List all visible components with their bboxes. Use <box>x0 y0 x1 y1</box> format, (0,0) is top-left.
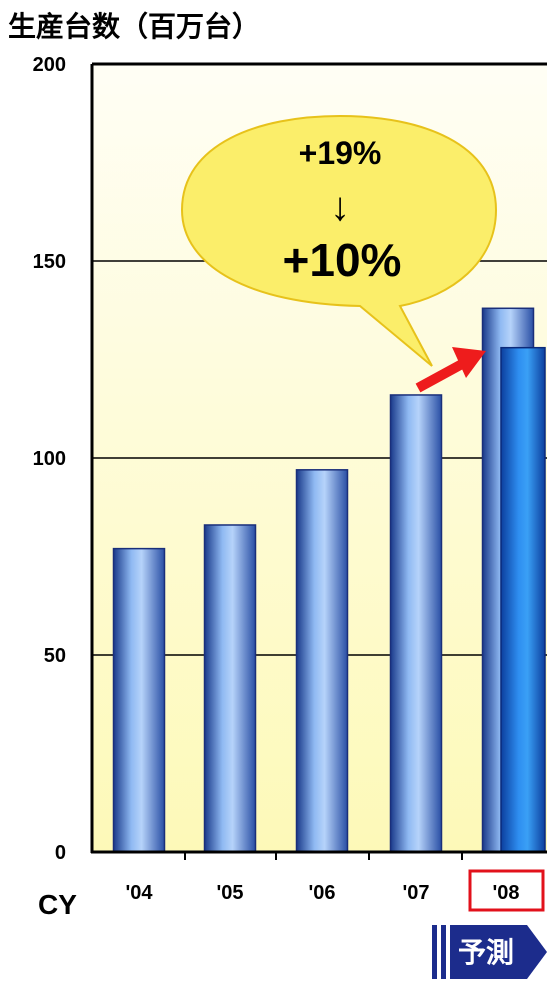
bar-08-revised <box>500 346 546 853</box>
forecast-label: 予測 <box>458 936 514 969</box>
chart-title: 生産台数（百万台） <box>8 10 260 43</box>
callout-bubble: +19% ↓ +10% <box>180 114 498 367</box>
bubble-old-rate: +19% <box>299 135 382 171</box>
x-axis-tick-marks <box>184 852 463 860</box>
bar-05 <box>203 524 257 853</box>
y-tick-label: 150 <box>33 251 66 273</box>
y-tick-label: 50 <box>44 645 66 667</box>
bubble-arrow: ↓ <box>330 185 350 229</box>
y-axis-ticks: 0 50 100 150 200 <box>33 54 66 864</box>
revision-arrow-icon <box>415 347 486 393</box>
y-tick-label: 0 <box>55 842 66 864</box>
x-axis-labels: '04 '05 '06 '07 '08 <box>125 882 519 904</box>
forecast-badge: 予測 <box>432 925 547 979</box>
bar-06 <box>295 469 349 853</box>
bar-07 <box>389 394 443 853</box>
bubble-new-rate: +10% <box>283 234 402 286</box>
x-axis-title: CY <box>38 889 77 920</box>
x-tick-label: '04 <box>125 882 153 904</box>
y-tick-label: 200 <box>33 54 66 76</box>
x-tick-label: '05 <box>216 882 243 904</box>
bar-layer <box>112 307 546 853</box>
bar-04 <box>112 547 166 853</box>
x-tick-label: '06 <box>308 882 335 904</box>
x-tick-label: '07 <box>402 882 429 904</box>
highlight-box-08 <box>468 869 545 912</box>
x-tick-label: '08 <box>492 882 519 904</box>
y-tick-label: 100 <box>33 448 66 470</box>
